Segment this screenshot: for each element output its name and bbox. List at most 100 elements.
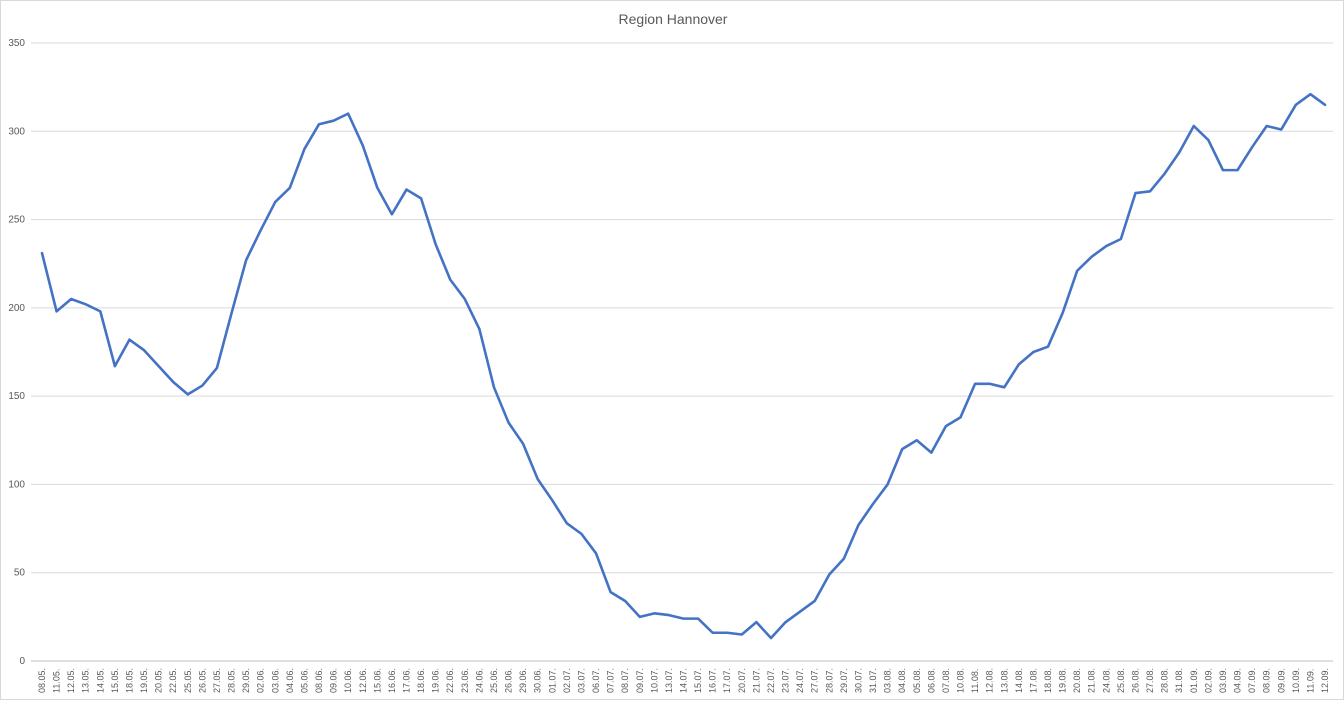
x-tick-label: 26.05. [197,668,207,693]
x-tick-label: 09.09. [1276,668,1286,693]
x-tick-label: 21.08. [1087,668,1097,693]
x-tick-label: 10.07. [649,668,659,693]
y-tick-label: 200 [8,303,25,314]
x-tick-label: 14.07. [679,668,689,693]
x-tick-label: 15.07. [693,668,703,693]
x-tick-label: 20.05. [154,668,164,693]
x-tick-label: 27.05. [212,668,222,693]
x-tick-label: 23.07. [781,668,791,693]
x-tick-label: 16.06. [387,668,397,693]
x-tick-label: 14.08. [1014,668,1024,693]
x-tick-label: 27.08. [1145,668,1155,693]
x-tick-label: 05.08. [912,668,922,693]
y-tick-label: 350 [8,38,25,49]
x-tick-label: 02.07. [562,668,572,693]
x-tick-label: 10.06. [343,668,353,693]
x-tick-label: 02.09. [1203,668,1213,693]
x-tick-label: 22.05. [168,668,178,693]
y-tick-label: 150 [8,391,25,402]
x-tick-label: 10.09. [1291,668,1301,693]
x-tick-label: 26.08. [1130,668,1140,693]
x-tick-label: 13.05. [81,668,91,693]
x-tick-label: 22.06. [445,668,455,693]
x-tick-label: 01.09. [1189,668,1199,693]
x-tick-label: 11.05. [52,669,62,693]
x-tick-label: 31.08. [1174,668,1184,693]
x-tick-label: 25.06. [489,668,499,693]
x-tick-label: 08.06. [314,668,324,693]
x-tick-label: 21.07. [751,668,761,693]
x-tick-label: 23.06. [460,668,470,693]
x-tick-label: 03.07. [576,668,586,693]
x-tick-label: 08.07. [620,668,630,693]
x-tick-label: 22.07. [766,668,776,693]
x-tick-label: 25.08. [1116,668,1126,693]
x-tick-label: 20.08. [1072,668,1082,693]
x-tick-label: 08.09. [1262,668,1272,693]
x-tick-label: 28.07. [824,668,834,693]
x-tick-label: 15.05. [110,668,120,693]
x-tick-label: 03.06. [270,668,280,693]
x-tick-label: 27.07. [810,668,820,693]
series-line [40,92,1327,640]
x-tick-label: 24.06. [474,668,484,693]
x-tick-label: 24.07. [795,668,805,693]
x-tick-label: 24.08. [1101,668,1111,693]
x-tick-label: 18.06. [416,668,426,693]
x-tick-label: 06.07. [591,668,601,693]
x-tick-label: 17.08. [1028,668,1038,693]
x-tick-label: 29.06. [518,668,528,693]
x-tick-label: 03.09. [1218,668,1228,693]
x-tick-label: 04.08. [897,668,907,693]
x-tick-label: 13.07. [664,668,674,693]
x-tick-label: 25.05. [183,668,193,693]
y-tick-label: 0 [19,656,25,667]
x-tick-label: 16.07. [708,668,718,693]
x-tick-label: 20.07. [737,668,747,693]
y-tick-label: 250 [8,215,25,226]
x-tick-label: 11.08. [970,669,980,693]
chart-title: Region Hannover [618,11,728,27]
x-tick-label: 06.08. [926,668,936,693]
x-tick-label: 19.05. [139,668,149,693]
x-tick-label: 08.05. [37,668,47,693]
x-tick-label: 17.06. [401,668,411,693]
x-tick-label: 03.08. [883,668,893,693]
x-tick-label: 12.05. [66,668,76,693]
x-tick-label: 30.06. [533,668,543,693]
x-tick-label: 12.09. [1320,668,1330,693]
x-tick-label: 18.05. [124,668,134,693]
x-tick-label: 19.08. [1058,668,1068,693]
y-tick-label: 100 [8,479,25,490]
x-tick-label: 09.06. [329,668,339,693]
x-tick-label: 09.07. [635,668,645,693]
x-tick-label: 11.09. [1305,669,1315,693]
x-tick-label: 13.08. [999,668,1009,693]
x-tick-label: 28.08. [1160,668,1170,693]
x-tick-label: 14.05. [95,668,105,693]
x-tick-label: 04.09. [1233,668,1243,693]
x-tick-label: 02.06. [256,668,266,693]
x-tick-label: 29.07. [839,668,849,693]
x-tick-label: 05.06. [299,668,309,693]
y-tick-label: 300 [8,126,25,137]
x-tick-label: 07.07. [606,668,616,693]
x-tick-label: 04.06. [285,668,295,693]
x-tick-label: 29.05. [241,668,251,693]
x-tick-label: 07.08. [941,668,951,693]
x-tick-label: 19.06. [431,668,441,693]
x-tick-label: 31.07. [868,668,878,693]
x-tick-label: 15.06. [372,668,382,693]
x-tick-label: 12.08. [985,668,995,693]
x-tick-label: 18.08. [1043,668,1053,693]
x-tick-label: 10.08. [956,668,966,693]
x-tick-label: 28.05. [227,668,237,693]
x-tick-label: 07.09. [1247,668,1257,693]
y-tick-label: 50 [14,568,26,579]
x-tick-label: 12.06. [358,668,368,693]
x-tick-label: 26.06. [504,668,514,693]
x-tick-label: 17.07. [722,668,732,693]
x-tick-label: 01.07. [547,668,557,693]
